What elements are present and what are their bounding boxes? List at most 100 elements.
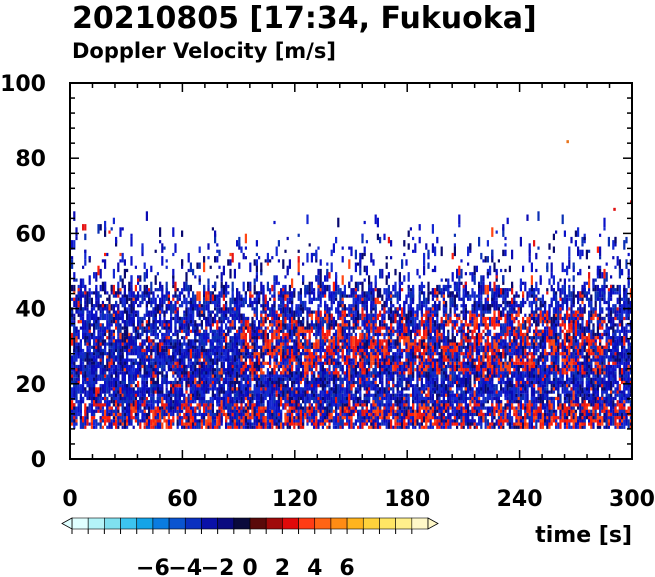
data-cell [414, 384, 417, 394]
data-cell [189, 348, 192, 359]
data-cell [84, 304, 87, 311]
data-cell [308, 393, 311, 401]
data-cell [203, 300, 206, 305]
data-cell [348, 345, 351, 349]
data-cell [337, 336, 340, 346]
data-cell [319, 377, 322, 385]
data-cell [247, 377, 250, 385]
data-cell [117, 288, 120, 295]
data-cell [251, 300, 254, 308]
data-cell [357, 352, 360, 356]
data-cell [385, 256, 388, 260]
data-cell [115, 377, 118, 381]
data-cell [317, 377, 320, 385]
data-cell [310, 313, 313, 317]
data-cell [255, 409, 258, 413]
data-cell [337, 416, 340, 423]
data-cell [139, 419, 142, 423]
data-cell [321, 377, 324, 388]
data-cell [161, 243, 164, 253]
data-cell [370, 294, 373, 301]
data-cell [420, 412, 423, 420]
data-cell [416, 380, 419, 385]
data-cell [101, 339, 104, 343]
data-cell [174, 243, 177, 253]
data-cell [346, 387, 349, 391]
data-cell [332, 393, 335, 401]
data-cell [141, 409, 144, 413]
data-cell [172, 275, 175, 279]
data-cell [225, 332, 228, 343]
data-cell [236, 336, 239, 343]
data-cell [233, 297, 236, 301]
data-cell [82, 348, 85, 353]
data-cell [222, 348, 225, 353]
data-cell [348, 259, 351, 269]
data-cell [159, 384, 162, 388]
data-cell [363, 374, 366, 378]
data-cell [262, 304, 265, 311]
data-cell [156, 320, 159, 324]
data-cell [387, 326, 390, 330]
data-cell [106, 297, 109, 301]
data-cell [258, 352, 261, 356]
data-cell [277, 304, 280, 308]
data-cell [207, 291, 210, 301]
data-cell [185, 406, 188, 413]
data-cell [286, 313, 289, 321]
data-cell [319, 320, 322, 330]
data-cell [403, 300, 406, 308]
data-cell [280, 377, 283, 381]
data-cell [211, 390, 214, 397]
data-cell [205, 304, 208, 311]
data-cell [84, 368, 87, 378]
data-cell [101, 358, 104, 369]
data-cell [348, 396, 351, 407]
data-cell [185, 326, 188, 333]
data-cell [139, 294, 142, 298]
data-cell [330, 304, 333, 311]
data-cell [172, 364, 175, 369]
data-cell [332, 390, 335, 394]
data-cell [236, 403, 239, 410]
data-cell [365, 240, 368, 244]
data-cell [315, 320, 318, 324]
data-cell [269, 329, 272, 333]
data-cell [181, 300, 184, 305]
data-cell [216, 355, 219, 359]
data-cell [150, 339, 153, 343]
data-cell [310, 406, 313, 413]
data-cell [112, 268, 115, 279]
data-cell [425, 374, 428, 385]
data-cell [117, 345, 120, 356]
data-cell [370, 313, 373, 324]
data-cell [365, 265, 368, 276]
data-cell [324, 336, 327, 340]
data-cell [185, 419, 188, 423]
data-cell [167, 297, 170, 301]
data-cell [385, 332, 388, 337]
data-cell [139, 316, 142, 324]
data-cell [143, 406, 146, 410]
data-cell [82, 281, 85, 289]
data-cell [205, 326, 208, 330]
data-cell [317, 384, 320, 388]
data-cell [326, 326, 329, 330]
data-cell [350, 288, 353, 298]
data-cell [370, 361, 373, 369]
data-cell [207, 390, 210, 394]
data-cell [159, 339, 162, 343]
data-cell [288, 374, 291, 378]
data-cell [387, 419, 390, 423]
data-cell [159, 361, 162, 369]
data-cell [71, 297, 74, 301]
data-cell [401, 326, 404, 333]
data-cell [352, 313, 355, 324]
data-cell [284, 384, 287, 388]
data-cell [295, 393, 298, 401]
data-cell [262, 406, 265, 410]
data-cell [143, 329, 146, 333]
data-cell [203, 332, 206, 340]
data-cell [392, 416, 395, 420]
data-cell [134, 265, 137, 269]
